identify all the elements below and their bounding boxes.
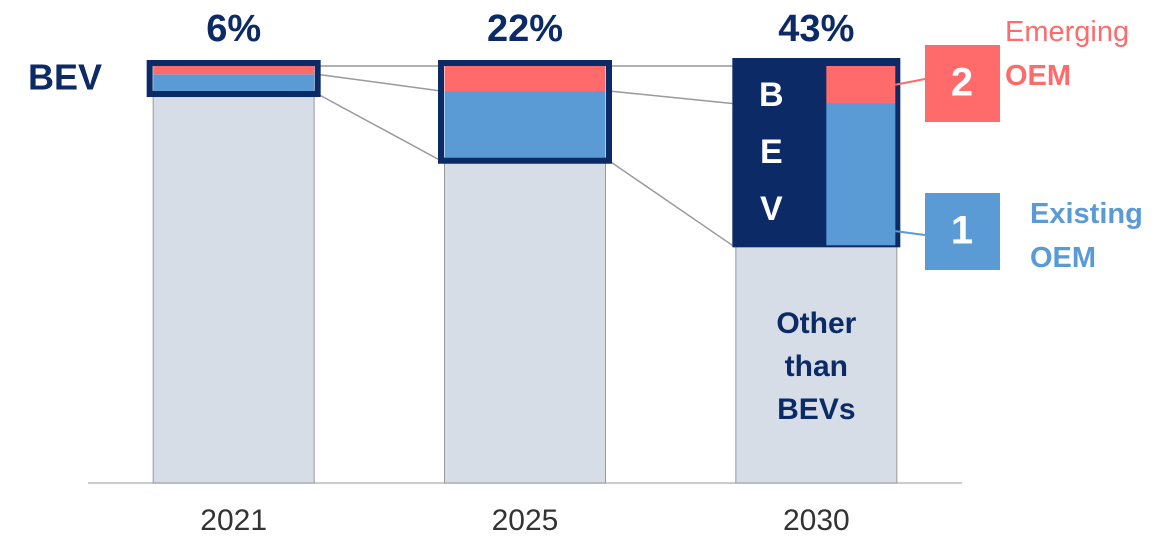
x-tick-label: 2021 (200, 504, 267, 537)
bev-box (438, 60, 612, 164)
bev-share-label: 22% (487, 8, 563, 50)
connector-line (317, 93, 442, 162)
bar-segment (152, 90, 315, 484)
legend-connector (895, 78, 926, 86)
legend-badge (925, 193, 1000, 270)
bar-segment (735, 244, 898, 484)
legend-label: Existing OEM (1030, 198, 1143, 274)
bar-segment (153, 66, 315, 75)
bar-segment (444, 91, 606, 158)
other-label: Other than BEVs (776, 307, 856, 426)
bev-share-label: 6% (206, 8, 261, 50)
bev-label: BEV (28, 57, 102, 98)
bev-share-label: 43% (778, 8, 854, 50)
x-tick-label: 2025 (492, 504, 559, 537)
x-tick-label: 2030 (783, 504, 850, 537)
bar-segment (444, 66, 606, 92)
connector-line (608, 160, 733, 246)
bar-segment (153, 74, 315, 92)
connector-line (317, 73, 442, 92)
legend-connector (895, 230, 926, 236)
connector-line (608, 90, 733, 105)
legend-badge-number: 1 (951, 209, 973, 253)
bev-box (146, 60, 321, 98)
legend-label: Emerging OEM (1005, 16, 1129, 92)
legend-badge-number: 2 (951, 61, 973, 105)
bar-segment (826, 66, 896, 104)
legend-badge (925, 45, 1000, 122)
bar-segment (826, 103, 896, 246)
bar-segment (444, 157, 606, 484)
